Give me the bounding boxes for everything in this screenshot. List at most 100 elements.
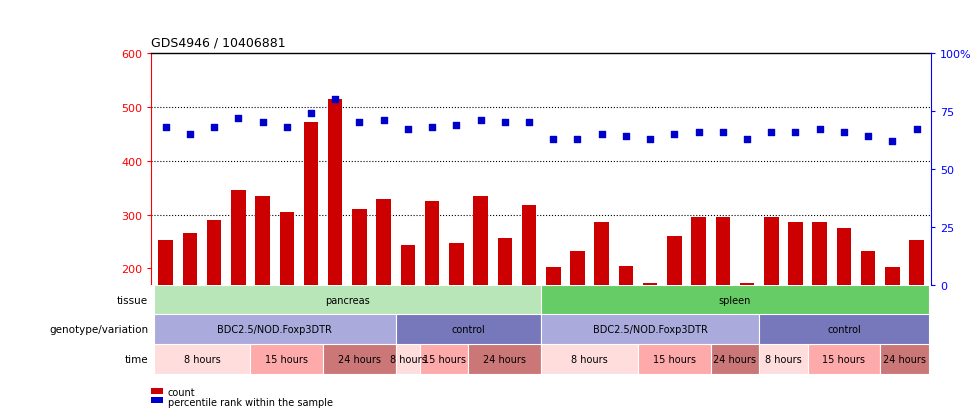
- Text: 15 hours: 15 hours: [823, 354, 866, 364]
- Bar: [352, 210, 367, 376]
- Text: pancreas: pancreas: [325, 295, 370, 305]
- Bar: [473, 196, 488, 376]
- Bar: [231, 190, 246, 376]
- Text: 15 hours: 15 hours: [423, 354, 466, 364]
- Text: GDS4946 / 10406881: GDS4946 / 10406881: [151, 37, 286, 50]
- Point: [522, 120, 537, 126]
- Bar: [323, 344, 396, 374]
- Text: 24 hours: 24 hours: [883, 354, 926, 364]
- Text: 24 hours: 24 hours: [484, 354, 527, 364]
- Bar: [667, 237, 682, 376]
- Point: [812, 127, 828, 133]
- Text: genotype/variation: genotype/variation: [49, 325, 148, 335]
- Point: [473, 117, 488, 124]
- Text: 8 hours: 8 hours: [571, 354, 608, 364]
- Bar: [153, 285, 541, 315]
- Text: 24 hours: 24 hours: [338, 354, 381, 364]
- Point: [352, 120, 368, 126]
- Text: 24 hours: 24 hours: [714, 354, 757, 364]
- Bar: [861, 251, 876, 376]
- Bar: [885, 267, 900, 376]
- Point: [279, 124, 294, 131]
- Bar: [619, 266, 633, 376]
- Text: tissue: tissue: [117, 295, 148, 305]
- Bar: [328, 100, 342, 376]
- Bar: [740, 283, 755, 376]
- Text: count: count: [168, 387, 195, 397]
- Point: [400, 127, 415, 133]
- Text: 15 hours: 15 hours: [265, 354, 308, 364]
- Bar: [182, 234, 197, 376]
- Text: 15 hours: 15 hours: [653, 354, 696, 364]
- Point: [884, 138, 900, 145]
- Bar: [425, 202, 440, 376]
- Bar: [497, 238, 512, 376]
- Point: [230, 115, 246, 122]
- Bar: [280, 212, 294, 376]
- Bar: [541, 344, 638, 374]
- Text: 8 hours: 8 hours: [765, 354, 801, 364]
- Bar: [541, 285, 929, 315]
- Point: [837, 129, 852, 135]
- Bar: [788, 222, 802, 376]
- Point: [182, 131, 198, 138]
- Point: [207, 124, 222, 131]
- Bar: [420, 344, 468, 374]
- Point: [788, 129, 803, 135]
- Bar: [255, 196, 270, 376]
- Point: [158, 124, 174, 131]
- Point: [690, 129, 706, 135]
- Bar: [807, 344, 880, 374]
- Point: [303, 111, 319, 117]
- Point: [643, 136, 658, 142]
- Text: control: control: [451, 325, 486, 335]
- Bar: [910, 241, 924, 376]
- Bar: [812, 222, 827, 376]
- Bar: [880, 344, 929, 374]
- Text: BDC2.5/NOD.Foxp3DTR: BDC2.5/NOD.Foxp3DTR: [593, 325, 708, 335]
- Bar: [760, 315, 929, 344]
- Text: 8 hours: 8 hours: [183, 354, 220, 364]
- Point: [545, 136, 561, 142]
- Bar: [595, 222, 609, 376]
- Bar: [711, 344, 760, 374]
- Point: [618, 134, 634, 140]
- Text: control: control: [827, 325, 861, 335]
- Bar: [376, 200, 391, 376]
- Bar: [716, 218, 730, 376]
- Point: [667, 131, 682, 138]
- Bar: [760, 344, 807, 374]
- Point: [254, 120, 270, 126]
- Bar: [643, 283, 657, 376]
- Point: [763, 129, 779, 135]
- Bar: [153, 315, 396, 344]
- Point: [328, 97, 343, 103]
- Point: [715, 129, 730, 135]
- Point: [739, 136, 755, 142]
- Point: [569, 136, 585, 142]
- Bar: [570, 252, 585, 376]
- Bar: [522, 206, 536, 376]
- Point: [909, 127, 924, 133]
- Text: spleen: spleen: [719, 295, 751, 305]
- Point: [497, 120, 513, 126]
- Bar: [691, 218, 706, 376]
- Bar: [207, 221, 221, 376]
- Point: [376, 117, 392, 124]
- Bar: [837, 228, 851, 376]
- Bar: [153, 344, 251, 374]
- Point: [594, 131, 609, 138]
- Point: [448, 122, 464, 129]
- Point: [860, 134, 876, 140]
- Text: percentile rank within the sample: percentile rank within the sample: [168, 397, 332, 407]
- Text: 8 hours: 8 hours: [390, 354, 426, 364]
- Bar: [468, 344, 541, 374]
- Text: time: time: [125, 354, 148, 364]
- Bar: [158, 241, 173, 376]
- Bar: [541, 315, 760, 344]
- Bar: [401, 246, 415, 376]
- Point: [424, 124, 440, 131]
- Bar: [638, 344, 711, 374]
- Bar: [396, 344, 420, 374]
- Text: BDC2.5/NOD.Foxp3DTR: BDC2.5/NOD.Foxp3DTR: [217, 325, 332, 335]
